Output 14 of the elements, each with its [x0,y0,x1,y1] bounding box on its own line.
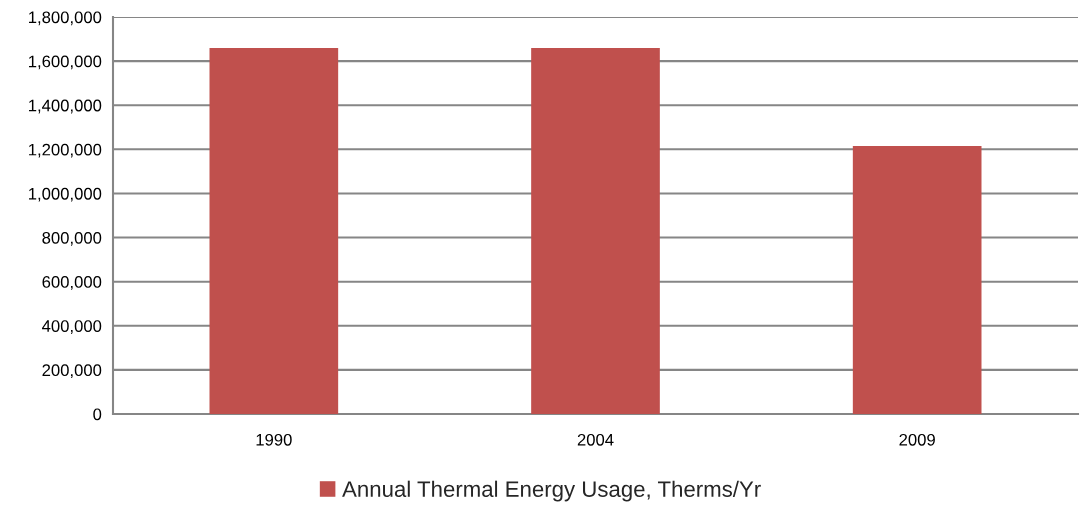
x-tick-label: 1990 [256,433,292,446]
x-tick-label: 2004 [577,433,614,446]
legend-label: Annual Thermal Energy Usage, Therms/Yr [342,480,761,502]
y-tick-label: 800,000 [42,231,102,246]
y-tick-label: 400,000 [42,320,102,334]
y-tick-label: 600,000 [42,276,102,290]
y-tick-label: 1,200,000 [29,143,102,158]
y-tick-label: 1,800,000 [29,11,102,26]
y-tick-label: 0 [93,408,102,421]
y-tick-label: 1,600,000 [29,55,102,70]
y-tick-label: 200,000 [42,364,102,379]
y-tick-label: 1,400,000 [29,99,102,114]
y-tick-label: 1,000,000 [29,187,102,202]
x-tick-label: 2009 [899,433,935,446]
